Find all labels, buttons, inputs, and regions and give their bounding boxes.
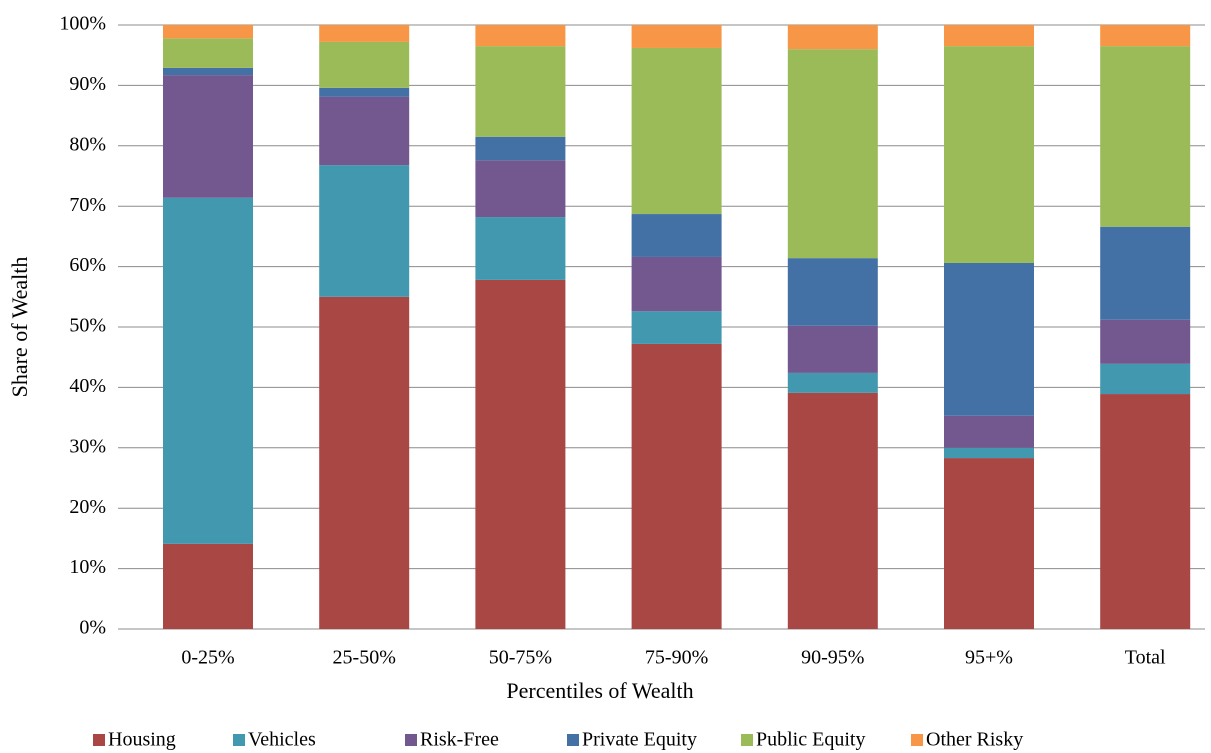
legend-swatch — [405, 734, 417, 746]
bar-segment — [631, 214, 722, 257]
bar-segment — [1100, 394, 1191, 629]
bar-segment — [944, 262, 1034, 416]
bar-segment — [163, 197, 253, 544]
legend-swatch — [741, 734, 753, 746]
bar-segment — [787, 392, 878, 629]
x-tick-label: 75-90% — [645, 647, 708, 669]
y-tick-label: 10% — [69, 556, 106, 578]
y-tick-label: 0% — [79, 617, 106, 639]
legend-label: Housing — [108, 729, 176, 751]
y-tick-label: 50% — [69, 315, 106, 337]
bar-segment — [319, 41, 410, 88]
y-tick-label: 90% — [69, 73, 106, 95]
x-tick-label: 25-50% — [333, 647, 396, 669]
bar-segment — [475, 217, 566, 280]
legend-swatch — [567, 734, 579, 746]
bar-segment — [319, 165, 410, 297]
legend-label: Private Equity — [582, 729, 697, 751]
bar-segment — [1100, 46, 1191, 227]
bar-segment — [787, 25, 878, 50]
x-tick-label: 95+% — [965, 647, 1013, 669]
bar-segment — [163, 543, 253, 629]
bar-segment — [944, 415, 1034, 448]
y-tick-label: 70% — [69, 194, 106, 216]
bar-segment — [319, 87, 410, 97]
bar-segment — [319, 296, 410, 629]
bar-segment — [475, 136, 566, 161]
y-tick-label: 20% — [69, 496, 106, 518]
bar-segment — [163, 38, 253, 68]
x-axis-label: Percentiles of Wealth — [506, 678, 693, 703]
bar-segment — [944, 25, 1034, 47]
legend-swatch — [911, 734, 923, 746]
bar-segment — [1100, 363, 1191, 395]
bar-segment — [787, 49, 878, 259]
legend-label: Public Equity — [756, 729, 865, 751]
bar-segment — [475, 46, 566, 137]
bar-segment — [163, 75, 253, 198]
bar-segment — [319, 96, 410, 166]
y-tick-label: 80% — [69, 133, 106, 155]
bar-segment — [319, 25, 410, 42]
bar-segment — [631, 343, 722, 629]
bar-segment — [1100, 25, 1191, 47]
bar-segment — [944, 46, 1034, 263]
bar-segment — [787, 258, 878, 326]
bar-segment — [163, 25, 253, 39]
legend-swatch — [233, 734, 245, 746]
bar-segment — [944, 447, 1034, 459]
bar-segment — [944, 458, 1034, 629]
y-tick-label: 60% — [69, 254, 106, 276]
bar-segment — [631, 25, 722, 48]
bar-segment — [631, 256, 722, 312]
y-tick-label: 30% — [69, 435, 106, 457]
bar-segment — [475, 279, 566, 629]
x-tick-label: 90-95% — [801, 647, 864, 669]
bar-segment — [787, 372, 878, 393]
bar-segment — [1100, 226, 1191, 320]
y-tick-label: 100% — [59, 13, 106, 35]
bar-segment — [475, 25, 566, 47]
x-tick-label: Total — [1125, 647, 1166, 669]
x-tick-label: 50-75% — [489, 647, 552, 669]
bar-segment — [1100, 319, 1191, 364]
legend-label: Risk-Free — [420, 729, 499, 751]
legend-label: Vehicles — [248, 729, 316, 751]
y-axis-label: Share of Wealth — [7, 257, 32, 398]
bar-segment — [163, 67, 253, 76]
bar-segment — [787, 325, 878, 373]
legend-swatch — [93, 734, 105, 746]
legend-label: Other Risky — [926, 729, 1023, 751]
bar-segment — [631, 311, 722, 344]
bar-segment — [631, 47, 722, 215]
bar-segment — [475, 160, 566, 218]
x-tick-label: 0-25% — [181, 647, 234, 669]
y-tick-label: 40% — [69, 375, 106, 397]
